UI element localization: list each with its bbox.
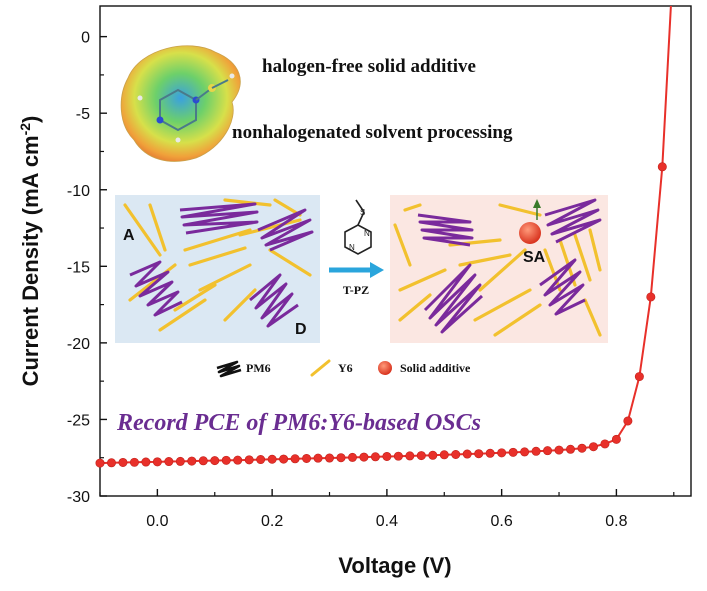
panel-label-d: D — [295, 321, 307, 338]
jv-data-point — [508, 447, 518, 457]
jv-data-point — [382, 451, 392, 461]
jv-data-point — [347, 452, 357, 462]
y-axis-title: Current Density (mA cm-2) — [17, 116, 43, 387]
jv-data-point — [221, 455, 231, 465]
y-tick-label: -15 — [67, 259, 90, 276]
x-tick-label: 0.2 — [261, 513, 283, 530]
jv-data-point — [210, 456, 220, 466]
svg-text:N: N — [364, 229, 370, 238]
jv-data-point — [520, 447, 530, 457]
y-axis-title-sup: -2 — [17, 123, 33, 136]
jv-data-point — [439, 450, 449, 460]
jv-data-point — [129, 457, 139, 467]
plot-frame — [99, 5, 692, 497]
jv-data-point — [543, 446, 553, 456]
y-tick-label: -20 — [67, 336, 90, 353]
inset-legend: PM6 Y6 Solid additive — [216, 359, 471, 378]
jv-data-point — [634, 372, 644, 382]
t-pz-label: T-PZ — [343, 283, 369, 297]
jv-data-point — [600, 439, 610, 449]
esp-molecule-illustration — [120, 45, 241, 162]
inset-illustration: halogen-free solid additive nonhalogenat… — [115, 45, 608, 436]
legend-label-y6: Y6 — [338, 361, 353, 375]
jv-data-point — [554, 445, 564, 455]
jv-data-point — [657, 162, 667, 172]
jv-data-point — [313, 453, 323, 463]
jv-data-point — [164, 457, 174, 467]
jv-data-point — [267, 454, 277, 464]
jv-data-point — [474, 449, 484, 459]
jv-data-point — [485, 448, 495, 458]
jv-data-point — [187, 456, 197, 466]
jv-data-point — [588, 442, 598, 452]
jv-data-point — [428, 450, 438, 460]
process-arrow — [329, 262, 384, 278]
jv-data-point — [577, 443, 587, 453]
jv-data-point — [152, 457, 162, 467]
axes: 0.0 0.2 0.4 0.6 0.8 0 -5 -10 -15 -20 -25 -30 — [67, 30, 675, 530]
record-pce-text: Record PCE of PM6:Y6-based OSCs — [116, 410, 481, 436]
jv-data-point — [370, 452, 380, 462]
jv-data-point — [623, 416, 633, 426]
headline-halogen-free: halogen-free solid additive — [262, 56, 476, 77]
jv-data-point — [118, 457, 128, 467]
jv-data-point — [416, 451, 426, 461]
jv-data-point — [106, 458, 116, 468]
svg-text:N: N — [349, 243, 355, 252]
jv-data-point — [95, 458, 105, 468]
x-tick-label: 0.8 — [605, 513, 627, 530]
legend-label-solid-additive: Solid additive — [400, 361, 471, 375]
jv-data-point — [497, 448, 507, 458]
jv-data-point — [302, 453, 312, 463]
jv-data-point — [566, 444, 576, 454]
jv-series — [95, 5, 672, 468]
jv-data-point — [393, 451, 403, 461]
jv-data-point — [325, 453, 335, 463]
legend-swatch-pm6 — [216, 360, 242, 378]
y-tick-label: -5 — [76, 106, 90, 123]
x-axis-title: Voltage (V) — [338, 553, 451, 578]
x-tick-label: 0.6 — [491, 513, 513, 530]
jv-data-point — [256, 455, 266, 465]
morphology-panel-after: SA — [390, 195, 608, 343]
jv-data-point — [279, 454, 289, 464]
jv-data-point — [462, 449, 472, 459]
sa-label: SA — [523, 249, 546, 266]
y-axis-title-main: Current Density (mA cm — [18, 135, 43, 386]
jv-data-point — [175, 456, 185, 466]
jv-data-point — [290, 454, 300, 464]
jv-data-point — [359, 452, 369, 462]
solid-additive-ball — [519, 222, 541, 244]
jv-data-point — [141, 457, 151, 467]
headline-nonhalogenated: nonhalogenated solvent processing — [232, 122, 513, 143]
svg-text:S: S — [360, 208, 365, 217]
y-tick-label: 0 — [81, 30, 90, 47]
pm6-chains-after — [417, 198, 602, 334]
y-tick-label: -30 — [67, 489, 90, 506]
morphology-panel-before: A D — [115, 195, 320, 343]
y-tick-label: -25 — [67, 412, 90, 429]
panel-label-a: A — [123, 227, 135, 244]
jv-data-point — [646, 292, 656, 302]
legend-swatch-y6 — [310, 359, 331, 377]
sa-arrow-head — [533, 199, 541, 208]
y-tick-label: -10 — [67, 183, 90, 200]
jv-data-point — [531, 446, 541, 456]
t-pz-structure: N N S — [344, 199, 372, 255]
x-tick-label: 0.4 — [376, 513, 398, 530]
y-axis-title-close: ) — [18, 116, 43, 123]
jv-data-point — [198, 456, 208, 466]
panel-after-bg — [390, 195, 608, 343]
jv-data-point — [611, 434, 621, 444]
x-tick-label: 0.0 — [146, 513, 168, 530]
jv-data-point — [336, 453, 346, 463]
jv-data-point — [244, 455, 254, 465]
jv-data-point — [451, 450, 461, 460]
legend-label-pm6: PM6 — [246, 361, 271, 375]
pm6-chains-before — [129, 202, 314, 328]
jv-data-point — [405, 451, 415, 461]
jv-data-point — [233, 455, 243, 465]
legend-swatch-solid-additive — [378, 361, 392, 375]
